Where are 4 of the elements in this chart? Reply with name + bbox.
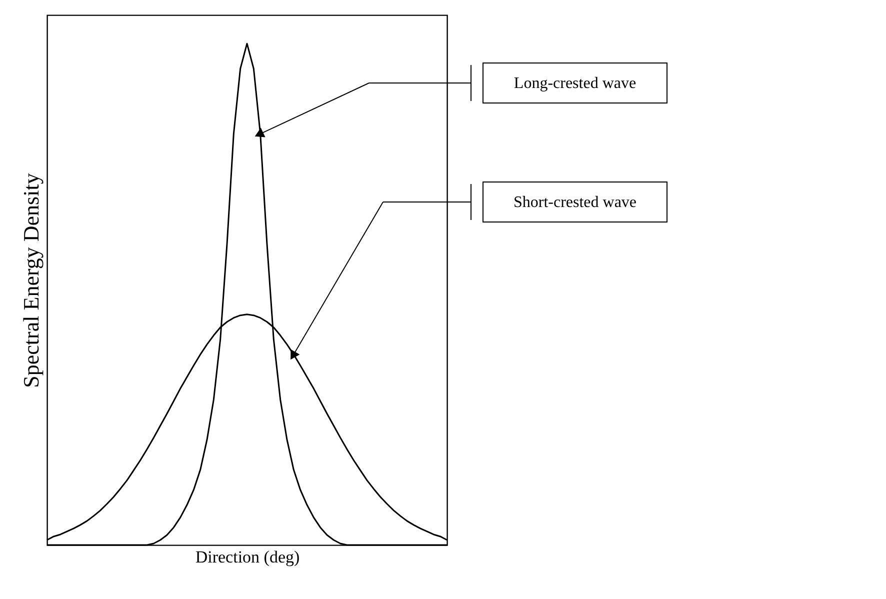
text: Short-crested wave — [513, 194, 637, 211]
text: Long-crested wave — [514, 75, 636, 92]
y-axis-title: Spectral Energy Density — [18, 173, 44, 388]
x-axis-title: Direction (deg) — [195, 548, 300, 566]
